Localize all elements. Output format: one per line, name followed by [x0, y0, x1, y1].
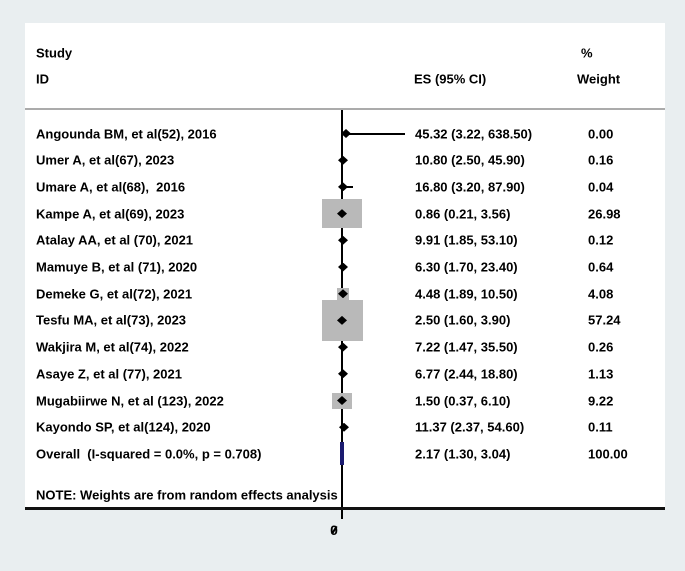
effect-point-diamond — [338, 262, 348, 272]
weight-value: 0.12 — [588, 232, 614, 248]
es-value: 0.86 (0.21, 3.56) — [415, 206, 511, 222]
study-label: Demeke G, et al(72), 2021 — [36, 286, 193, 302]
weight-value: 26.98 — [588, 206, 621, 222]
effect-point-diamond — [338, 182, 348, 192]
ci-whisker — [343, 185, 353, 188]
effect-point-diamond — [338, 155, 348, 165]
effect-point-diamond — [338, 342, 348, 352]
study-label: Atalay AA, et al (70), 2021 — [36, 232, 194, 248]
study-label: Kampe A, et al(69), 2023 — [36, 206, 185, 222]
weight-value: 57.24 — [588, 312, 621, 328]
study-column-header-line2: ID — [36, 71, 49, 87]
note-text: NOTE: Weights are from random effects an… — [36, 487, 338, 503]
weight-column-header: Weight — [577, 71, 621, 87]
study-column-header-line1: Study — [36, 45, 73, 61]
pooled-estimate-diamond — [340, 442, 344, 466]
study-label: Mugabiirwe N, et al (123), 2022 — [36, 393, 224, 408]
weight-value: 0.64 — [588, 259, 614, 275]
es-value: 10.80 (2.50, 45.90) — [415, 152, 525, 168]
x-axis-tick — [341, 510, 343, 519]
ci-whisker — [346, 132, 405, 135]
header-separator — [25, 108, 665, 110]
x-axis-tick-label: 0 — [330, 522, 338, 538]
es-value: 7.22 (1.47, 35.50) — [415, 339, 518, 355]
weight-value: 0.16 — [588, 152, 614, 168]
es-value: 45.32 (3.22, 638.50) — [415, 126, 533, 141]
es-value: 1.50 (0.37, 6.10) — [415, 393, 511, 408]
effect-point-diamond — [338, 369, 348, 379]
study-label: Tesfu MA, et al(73), 2023 — [36, 312, 187, 328]
weight-value: 0.04 — [588, 179, 614, 195]
study-label: Umare A, et al(68), 2016 — [36, 179, 186, 195]
es-value: 6.77 (2.44, 18.80) — [415, 366, 518, 382]
weight-value: 0.26 — [588, 339, 614, 355]
es-value: 16.80 (3.20, 87.90) — [415, 179, 525, 195]
effect-point-diamond — [339, 422, 349, 432]
x-axis-rule — [25, 507, 665, 510]
es-value: 2.17 (1.30, 3.04) — [415, 446, 511, 462]
study-label: Angounda BM, et al(52), 2016 — [36, 126, 217, 141]
weight-value: 4.08 — [588, 286, 614, 302]
study-label: Mamuye B, et al (71), 2020 — [36, 259, 198, 275]
study-label: Kayondo SP, et al(124), 2020 — [36, 419, 211, 435]
effect-point-diamond — [338, 235, 348, 245]
es-value: 6.30 (1.70, 23.40) — [415, 259, 518, 275]
overall-label: Overall (I-squared = 0.0%, p = 0.708) — [36, 446, 262, 462]
study-label: Wakjira M, et al(74), 2022 — [36, 339, 189, 355]
weight-value: 100.00 — [588, 446, 628, 462]
es-column-header: ES (95% CI) — [414, 71, 487, 87]
es-value: 9.91 (1.85, 53.10) — [415, 232, 518, 248]
weight-value: 0.00 — [588, 126, 614, 141]
es-value: 11.37 (2.37, 54.60) — [415, 419, 525, 435]
study-label: Umer A, et al(67), 2023 — [36, 152, 175, 168]
weight-value: 1.13 — [588, 366, 614, 382]
effect-point-diamond — [337, 209, 347, 219]
effect-point-diamond — [338, 289, 348, 299]
effect-point-diamond — [341, 129, 351, 138]
es-value: 2.50 (1.60, 3.90) — [415, 312, 511, 328]
percent-column-header: % — [581, 45, 593, 61]
es-value: 4.48 (1.89, 10.50) — [415, 286, 518, 302]
weight-value: 0.11 — [588, 419, 613, 435]
effect-point-diamond — [337, 396, 347, 405]
effect-point-diamond — [337, 315, 347, 325]
weight-value: 9.22 — [588, 393, 614, 408]
study-label: Asaye Z, et al (77), 2021 — [36, 366, 182, 382]
